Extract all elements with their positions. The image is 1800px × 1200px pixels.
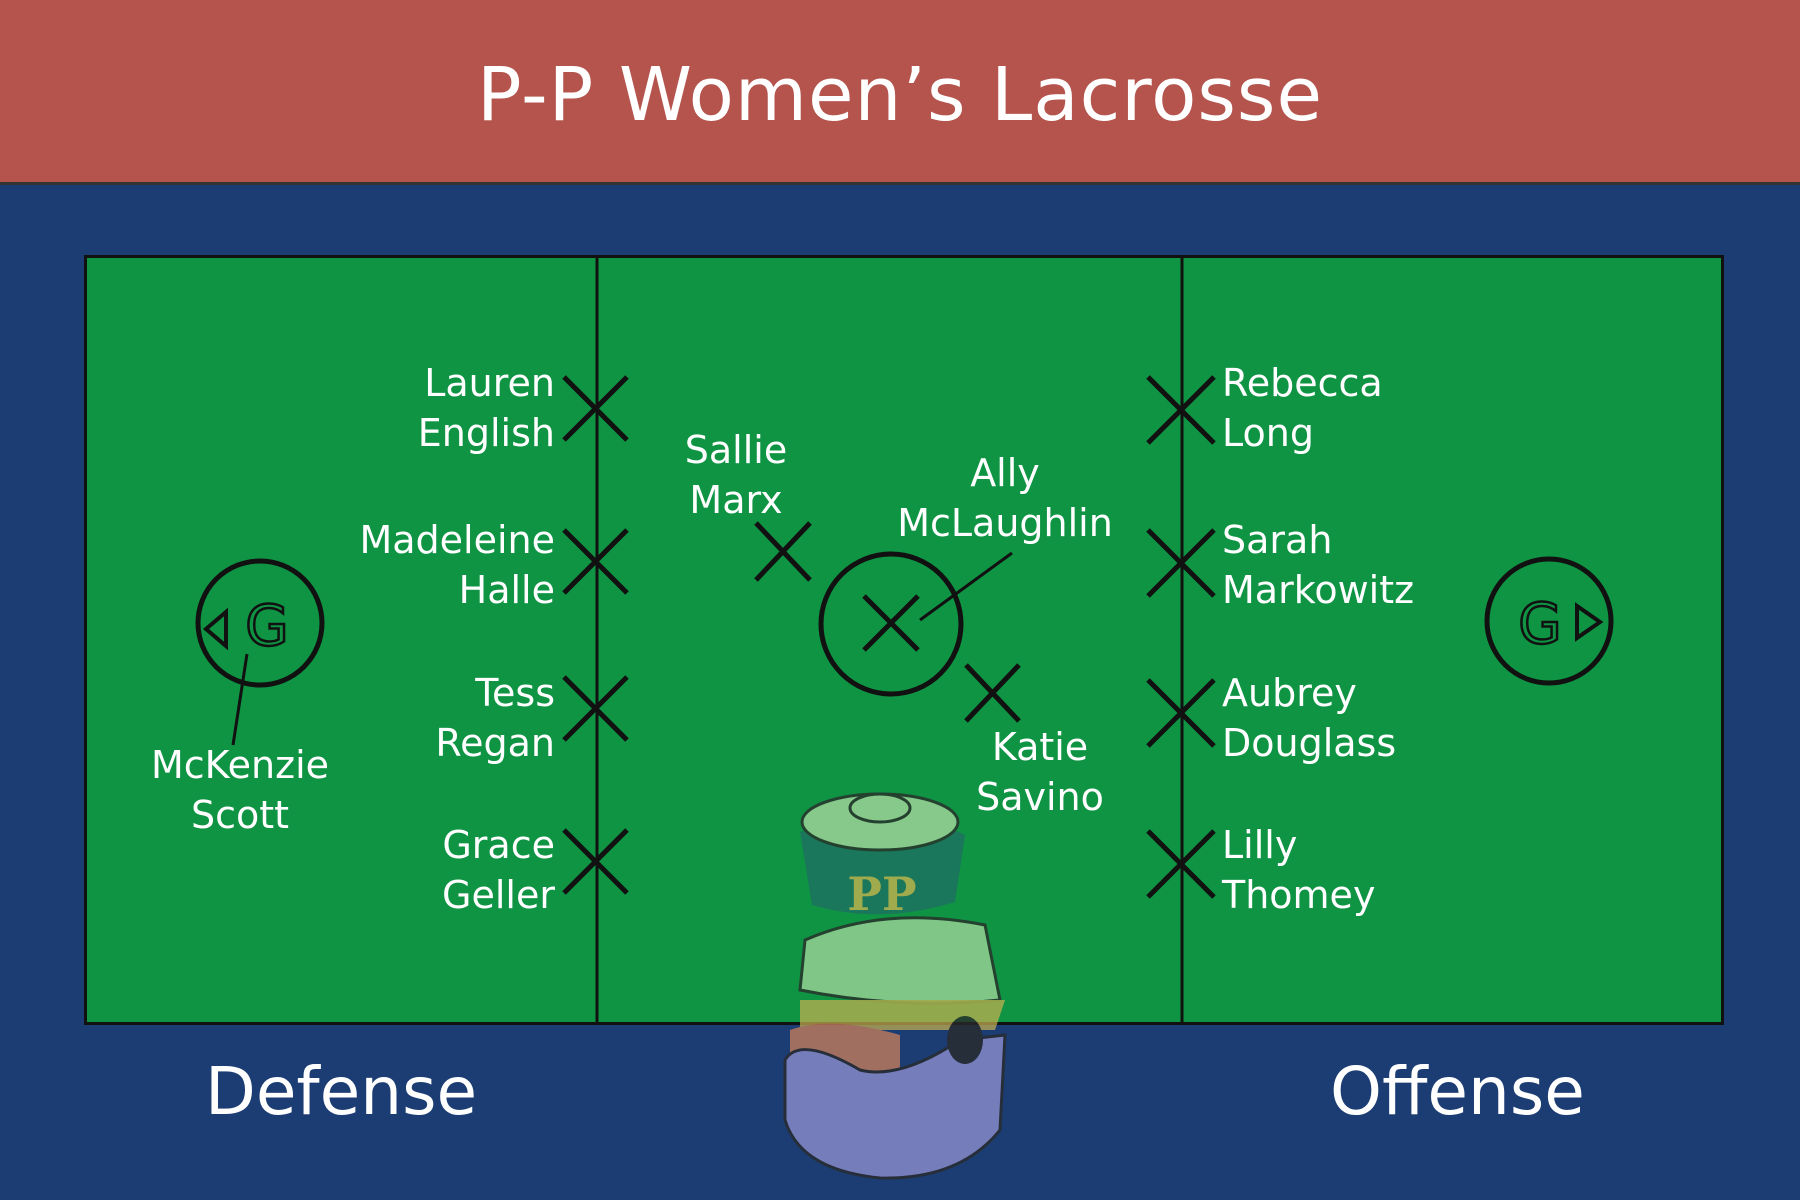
x-mark-icon-aubrey-douglass (1146, 678, 1216, 748)
first-name: McKenzie (150, 743, 330, 787)
mascot-monogram: PP (847, 867, 916, 921)
x-mark-icon-grace-geller (562, 828, 629, 895)
player-marks (562, 375, 1216, 899)
player-label-mckenzie-scott: McKenzie Scott (140, 740, 340, 840)
goalie-pointer-line (231, 653, 249, 746)
player-label-tess-regan: Tess Regan (435, 668, 555, 768)
defense-goal-circle-icon: G (195, 558, 325, 746)
first-name: Rebecca (1222, 361, 1383, 405)
player-label-katie-savino: Katie Savino (960, 722, 1120, 822)
last-name: Thomey (1222, 873, 1376, 917)
center-pointer-line (919, 551, 1013, 622)
right-arrow-triangle-icon (1575, 602, 1604, 642)
player-label-lilly-thomey: Lilly Thomey (1222, 820, 1375, 920)
first-name: Tess (475, 671, 555, 715)
last-name: Douglass (1222, 721, 1397, 765)
last-name: Long (1222, 411, 1314, 455)
offense-goal-circle-icon: G (1484, 556, 1614, 686)
mascot-logo-icon: PP (783, 792, 1007, 1180)
x-mark-icon-lilly-thomey (1146, 829, 1216, 899)
left-arrow-triangle-icon (202, 607, 228, 651)
last-name: Marx (689, 478, 783, 522)
x-mark-icon-lauren-english (562, 375, 629, 442)
first-name: Grace (442, 823, 555, 867)
x-mark-icon-tess-regan (562, 675, 629, 742)
first-name: Sallie (684, 428, 788, 472)
player-label-aubrey-douglass: Aubrey Douglass (1222, 668, 1396, 768)
player-label-sallie-marx: Sallie Marx (675, 425, 797, 525)
center-circle-icon (818, 551, 964, 697)
first-name: Katie (991, 725, 1089, 769)
last-name: Regan (435, 721, 555, 765)
x-mark-icon-madeleine-halle (562, 528, 629, 595)
last-name: Markowitz (1222, 568, 1415, 612)
page-title: P-P Women’s Lacrosse (476, 52, 1324, 138)
player-label-lauren-english: Lauren English (418, 358, 555, 458)
last-name: McLaughlin (897, 501, 1113, 545)
player-label-sarah-markowitz: Sarah Markowitz (1222, 515, 1414, 615)
last-name: English (417, 411, 555, 455)
offense-section-label: Offense (1330, 1053, 1585, 1130)
first-name: Ally (970, 451, 1040, 495)
player-label-ally-mclaughlin: Ally McLaughlin (880, 448, 1130, 548)
first-name: Aubrey (1222, 671, 1357, 715)
title-banner: P-P Women’s Lacrosse (0, 0, 1800, 185)
last-name: Scott (190, 793, 290, 837)
first-name: Madeleine (359, 518, 555, 562)
first-name: Lauren (424, 361, 555, 405)
defense-section-label: Defense (205, 1053, 478, 1130)
x-mark-icon-sarah-markowitz (1146, 528, 1216, 598)
last-name: Geller (442, 873, 555, 917)
defense-goal-letter: G (245, 594, 288, 659)
x-mark-icon-sallie-marx (754, 521, 812, 582)
player-label-grace-geller: Grace Geller (442, 820, 555, 920)
x-mark-icon-ally-mclaughlin (862, 594, 920, 652)
last-name: Savino (976, 775, 1104, 819)
x-mark-icon-katie-savino (964, 663, 1021, 723)
offense-goal-letter: G (1518, 592, 1561, 657)
player-label-rebecca-long: Rebecca Long (1222, 358, 1383, 458)
last-name: Halle (458, 568, 555, 612)
player-label-madeleine-halle: Madeleine Halle (359, 515, 555, 615)
first-name: Lilly (1222, 823, 1298, 867)
x-mark-icon-rebecca-long (1146, 375, 1216, 445)
first-name: Sarah (1222, 518, 1333, 562)
